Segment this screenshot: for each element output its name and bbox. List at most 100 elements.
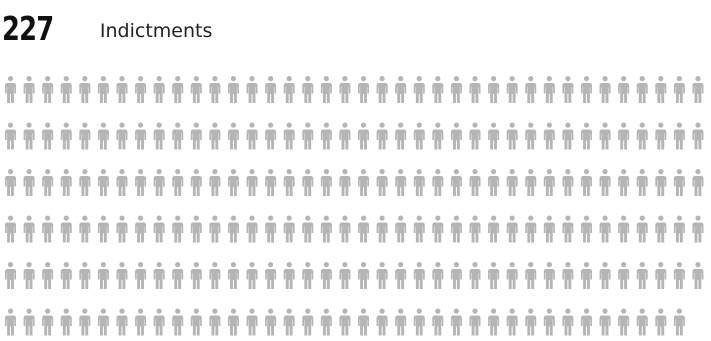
person-icon <box>618 76 630 103</box>
person-icon <box>562 76 574 103</box>
person-icon <box>320 122 332 150</box>
person-icon <box>246 262 258 289</box>
person-icon <box>172 308 184 336</box>
person-icon <box>413 122 425 150</box>
person-icon <box>60 215 72 243</box>
person-icon <box>23 262 35 289</box>
person-icon <box>116 122 128 150</box>
person-icon <box>42 215 54 243</box>
person-icon <box>97 76 109 103</box>
person-icon <box>283 308 295 336</box>
indictment-count: 227 <box>2 9 54 48</box>
person-icon <box>599 169 611 196</box>
person-icon <box>488 215 500 243</box>
person-icon <box>469 308 481 336</box>
person-icon <box>283 169 295 196</box>
person-icon <box>190 76 202 103</box>
person-icon <box>97 169 109 196</box>
person-icon <box>79 122 91 150</box>
person-icon <box>227 169 239 196</box>
person-icon <box>97 122 109 150</box>
person-icon <box>79 215 91 243</box>
person-icon <box>580 122 592 150</box>
person-icon <box>358 262 370 289</box>
person-icon <box>135 262 147 289</box>
person-icon <box>246 76 258 103</box>
chart-header: 227 Indictments <box>2 9 212 62</box>
person-icon <box>320 76 332 103</box>
person-icon <box>246 308 258 336</box>
person-icon <box>79 76 91 103</box>
person-icon <box>413 76 425 103</box>
person-icon <box>302 169 314 196</box>
person-icon <box>5 169 16 196</box>
person-icon <box>135 169 147 196</box>
person-icon <box>376 215 388 243</box>
person-icon <box>673 215 685 243</box>
person-icon <box>339 262 351 289</box>
person-icon <box>655 122 667 150</box>
person-icon <box>283 215 295 243</box>
person-icon <box>488 169 500 196</box>
person-icon <box>469 122 481 150</box>
person-icon <box>60 76 72 103</box>
person-icon <box>246 122 258 150</box>
person-icon <box>618 308 630 336</box>
person-icon <box>153 262 165 289</box>
person-icon <box>525 262 537 289</box>
person-icon <box>692 215 704 243</box>
person-icon <box>265 215 277 243</box>
person-icon <box>358 215 370 243</box>
person-icon <box>5 122 16 150</box>
person-icon <box>283 262 295 289</box>
person-icon <box>153 169 165 196</box>
person-icon <box>116 76 128 103</box>
person-icon <box>172 76 184 103</box>
person-icon <box>599 308 611 336</box>
person-icon <box>469 262 481 289</box>
person-icon <box>432 308 444 336</box>
person-icon <box>172 262 184 289</box>
person-icon <box>190 262 202 289</box>
person-icon <box>209 169 221 196</box>
person-icon <box>42 169 54 196</box>
person-icon <box>636 215 648 243</box>
person-icon <box>135 308 147 336</box>
person-icon <box>116 169 128 196</box>
person-icon <box>376 122 388 150</box>
person-icon <box>450 262 462 289</box>
person-icon <box>339 169 351 196</box>
person-icon <box>265 308 277 336</box>
person-icon <box>673 169 685 196</box>
person-icon <box>153 308 165 336</box>
person-icon <box>209 262 221 289</box>
person-icon <box>97 308 109 336</box>
person-icon <box>5 76 16 103</box>
person-icon <box>227 215 239 243</box>
person-icon <box>488 308 500 336</box>
person-icon <box>60 262 72 289</box>
person-icon <box>413 215 425 243</box>
person-icon <box>23 169 35 196</box>
person-icon <box>413 308 425 336</box>
person-icon <box>618 122 630 150</box>
person-icon <box>42 262 54 289</box>
person-icon <box>599 122 611 150</box>
person-icon <box>376 262 388 289</box>
person-icon <box>395 76 407 103</box>
person-icon <box>432 215 444 243</box>
person-icon <box>339 215 351 243</box>
person-icon <box>302 76 314 103</box>
person-icon <box>488 122 500 150</box>
person-icon <box>525 169 537 196</box>
person-icon <box>525 215 537 243</box>
person-icon <box>209 308 221 336</box>
person-icon <box>209 76 221 103</box>
person-icon <box>265 76 277 103</box>
person-icon <box>636 262 648 289</box>
person-icon <box>692 262 704 289</box>
person-icon <box>283 76 295 103</box>
person-icon <box>42 308 54 336</box>
person-icon <box>42 76 54 103</box>
person-icon <box>376 76 388 103</box>
